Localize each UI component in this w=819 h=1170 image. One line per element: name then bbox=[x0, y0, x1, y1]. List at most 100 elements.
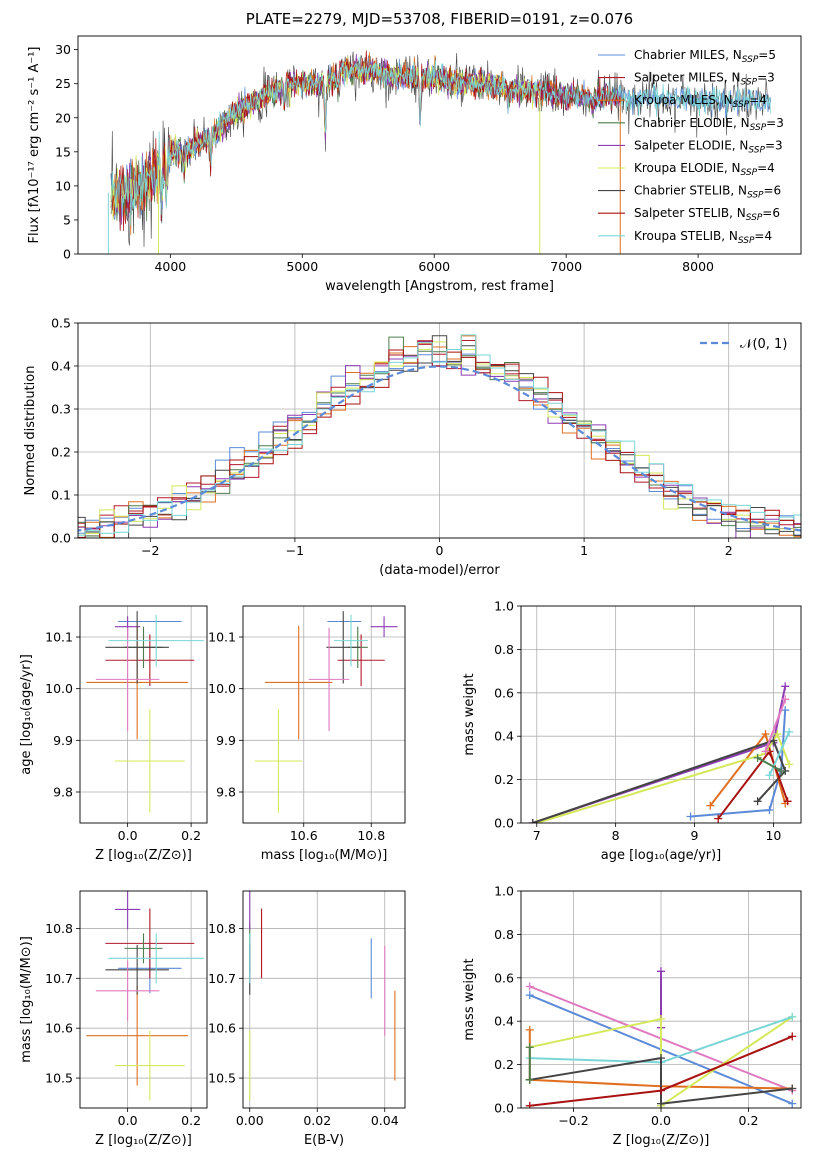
y-tick-label: 0.4 bbox=[494, 729, 514, 744]
x-tick-label: 6000 bbox=[418, 259, 450, 274]
weight-series-line bbox=[536, 731, 791, 823]
spectrum-plot-area bbox=[107, 50, 772, 254]
legend-entry-label: Chabrier STELIB, NSSP=6 bbox=[634, 184, 781, 201]
x-tick-label: 8 bbox=[612, 828, 620, 843]
histogram-series-step bbox=[78, 340, 801, 538]
y-tick-label: 0.6 bbox=[494, 685, 514, 700]
weight-point-marker bbox=[788, 1084, 797, 1093]
legend-entry-label: Kroupa STELIB, NSSP=4 bbox=[634, 229, 772, 246]
y-tick-label: 20 bbox=[55, 110, 71, 125]
y-tick-label: 9.9 bbox=[53, 733, 73, 748]
histogram-series-step bbox=[78, 341, 801, 538]
weight-point-marker bbox=[781, 706, 790, 715]
weight-point-marker bbox=[657, 1086, 665, 1095]
x-axis-label: (data-model)/error bbox=[379, 563, 500, 578]
y-tick-label: 0.4 bbox=[51, 359, 71, 374]
weight-series-line bbox=[690, 710, 787, 818]
z-age-plot-area bbox=[80, 606, 207, 823]
x-axis-label: mass [log₁₀(M/M⊙)] bbox=[261, 848, 388, 863]
y-axis-label: mass weight bbox=[462, 673, 477, 755]
y-tick-label: 10.8 bbox=[45, 921, 73, 936]
y-tick-label: 25 bbox=[55, 76, 71, 91]
axes-frame bbox=[242, 605, 406, 824]
weight-point-marker bbox=[781, 695, 790, 704]
histogram-series-step bbox=[78, 341, 801, 538]
x-tick-label: 0.2 bbox=[181, 828, 201, 843]
z-mass-axes: 0.0 0.2 10.5 10.6 10.7 10.8 Z [log₁₀(Z/Z⊙)] mas… bbox=[19, 890, 208, 1148]
y-tick-label: 10.0 bbox=[45, 681, 73, 696]
axes-frame bbox=[77, 35, 802, 255]
spectrum-series-line bbox=[110, 50, 622, 231]
x-tick-label: 0.0 bbox=[118, 1113, 138, 1128]
weight-point-marker bbox=[761, 747, 770, 756]
mass-age-plot-area bbox=[243, 606, 405, 823]
x-tick-label: 10 bbox=[765, 828, 781, 843]
y-tick-label: 10.1 bbox=[45, 630, 73, 645]
spectrum-series-line bbox=[110, 60, 622, 222]
y-tick-label: 0.2 bbox=[494, 772, 514, 787]
x-tick-label: 7 bbox=[533, 828, 541, 843]
axes-frame bbox=[79, 605, 208, 824]
weight-point-marker bbox=[706, 801, 715, 810]
z-age-axes: 0.0 0.2 9.8 9.9 10.0 10.1 Z [log₁₀(Z/Z⊙)] age [… bbox=[19, 605, 208, 863]
weight-point-marker bbox=[785, 760, 794, 769]
weight-point-marker bbox=[761, 730, 770, 739]
weight-point-marker bbox=[657, 1099, 665, 1108]
x-axis-label: wavelength [Angstrom, rest frame] bbox=[325, 279, 554, 294]
weight-point-marker bbox=[528, 819, 537, 823]
histogram-series-step bbox=[78, 353, 801, 536]
y-tick-label: 10 bbox=[55, 178, 71, 193]
legend-entry-label: Kroupa ELODIE, NSSP=4 bbox=[634, 161, 775, 178]
histogram-plot-area bbox=[78, 323, 801, 538]
y-tick-label: 30 bbox=[55, 42, 71, 57]
normal-reference-curve bbox=[78, 365, 801, 532]
x-tick-label: 0.02 bbox=[303, 1113, 331, 1128]
weight-series-line bbox=[768, 731, 791, 776]
weight-point-marker bbox=[525, 1075, 534, 1084]
weight-point-marker bbox=[657, 967, 665, 976]
y-tick-label: 5 bbox=[63, 212, 71, 227]
y-tick-label: 0.2 bbox=[51, 445, 71, 460]
x-axis-label: Z [log₁₀(Z/Z⊙)] bbox=[95, 848, 192, 863]
weight-point-marker bbox=[525, 991, 534, 1000]
legend-entry-label: Salpeter ELODIE, NSSP=3 bbox=[634, 138, 783, 155]
mass-age-axes: 10.6 10.8 9.8 9.9 10.0 10.1 mass [log₁₀(M/M⊙)] bbox=[208, 605, 406, 863]
y-tick-label: 10.1 bbox=[208, 630, 236, 645]
y-tick-label: 10.5 bbox=[45, 1071, 73, 1086]
weight-series-line bbox=[764, 698, 787, 752]
ebv-mass-axes: 0.00 0.02 0.04 10.5 10.6 10.7 10.8 E(B-V) bbox=[208, 890, 406, 1148]
x-tick-label: 5000 bbox=[286, 259, 318, 274]
y-tick-label: 0.8 bbox=[494, 642, 514, 657]
legend-entry-label: Kroupa MILES, NSSP=4 bbox=[634, 93, 767, 110]
z-weight-plot-area bbox=[521, 891, 801, 1108]
x-axis-label: Z [log₁₀(Z/Z⊙)] bbox=[95, 1133, 192, 1148]
legend-entry-label: Salpeter MILES, NSSP=3 bbox=[634, 71, 775, 88]
x-tick-label: 9 bbox=[691, 828, 699, 843]
y-tick-label: 0.8 bbox=[494, 927, 514, 942]
weight-point-marker bbox=[765, 805, 774, 814]
weight-point-marker bbox=[765, 771, 774, 780]
y-tick-label: 10.7 bbox=[208, 971, 236, 986]
y-tick-label: 9.8 bbox=[53, 785, 73, 800]
y-tick-label: 0 bbox=[63, 247, 71, 262]
weight-series-line bbox=[529, 1056, 793, 1105]
y-tick-label: 0.4 bbox=[494, 1014, 514, 1029]
y-tick-label: 10.5 bbox=[208, 1071, 236, 1086]
y-axis-label: Flux [fλ10⁻¹⁷ erg cm⁻² s⁻¹ A⁻¹] bbox=[27, 47, 42, 244]
axes-frame bbox=[242, 890, 406, 1109]
y-tick-label: 10.8 bbox=[208, 921, 236, 936]
weight-point-marker bbox=[686, 812, 695, 821]
legend-entry-label: Chabrier MILES, NSSP=5 bbox=[634, 48, 776, 65]
x-tick-label: 0.2 bbox=[181, 1113, 201, 1128]
x-axis-label: age [log₁₀(age/yr)] bbox=[601, 848, 722, 863]
y-tick-label: 0.0 bbox=[51, 531, 71, 546]
weight-point-marker bbox=[753, 753, 762, 762]
x-tick-label: 10.6 bbox=[290, 828, 318, 843]
weight-point-marker bbox=[769, 736, 778, 745]
x-tick-label: 10.8 bbox=[357, 828, 385, 843]
weight-point-marker bbox=[788, 1012, 797, 1021]
y-tick-label: 0.3 bbox=[51, 402, 71, 417]
weight-point-marker bbox=[525, 982, 534, 991]
weight-point-marker bbox=[753, 797, 762, 806]
z-mass-plot-area bbox=[80, 891, 207, 1108]
